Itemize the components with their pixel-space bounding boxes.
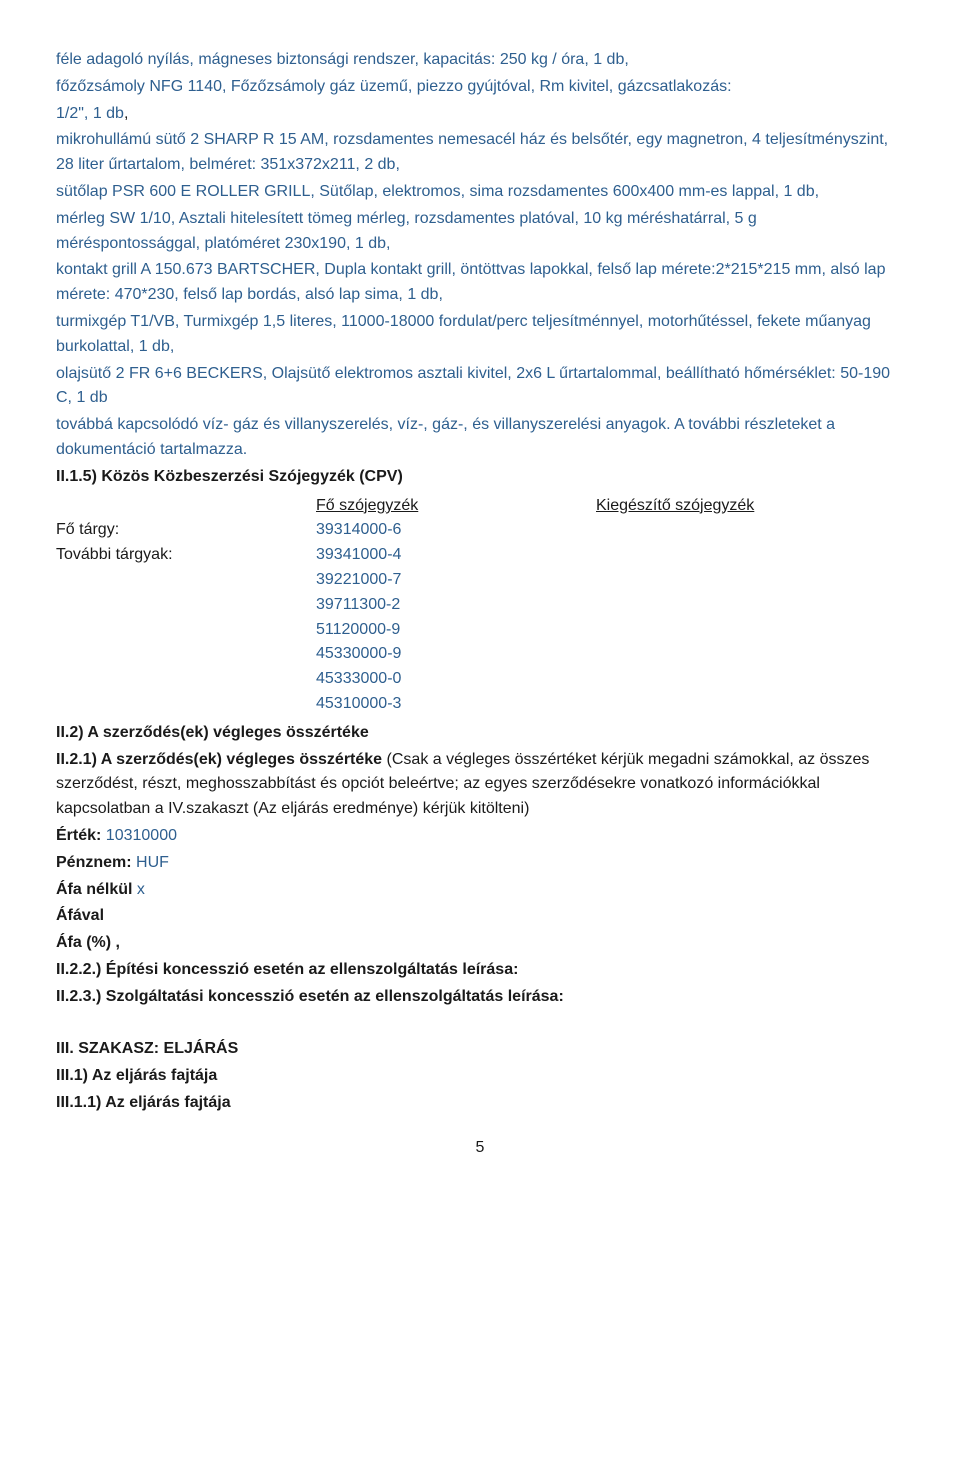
afa-nelkul-label: Áfa nélkül bbox=[56, 881, 137, 898]
section-heading-iii11: III.1.1) Az eljárás fajtája bbox=[56, 1091, 904, 1116]
cpv-header-main: Fő szójegyzék bbox=[316, 494, 596, 519]
afa-pct-row: Áfa (%) , bbox=[56, 931, 904, 956]
ii21-bold: II.2.1) A szerződés(ek) végleges összért… bbox=[56, 751, 387, 768]
cpv-code: 45330000-9 bbox=[316, 642, 596, 667]
cpv-label-other: További tárgyak: bbox=[56, 543, 316, 568]
currency-label: Pénznem: bbox=[56, 854, 136, 871]
section-heading-iii1: III.1) Az eljárás fajtája bbox=[56, 1064, 904, 1089]
afaval-row: Áfával bbox=[56, 904, 904, 929]
section-heading-cpv: II.1.5) Közös Közbeszerzési Szójegyzék (… bbox=[56, 465, 904, 490]
spec-line: olajsütő 2 FR 6+6 BECKERS, Olajsütő elek… bbox=[56, 362, 904, 412]
section-heading-ii21: II.2.1) A szerződés(ek) végleges összért… bbox=[56, 748, 904, 822]
spec-fragment: 1/2", 1 db bbox=[56, 105, 124, 122]
cpv-code: 39711300-2 bbox=[316, 593, 596, 618]
spec-line: főzőzsámoly NFG 1140, Főzőzsámoly gáz üz… bbox=[56, 75, 904, 100]
spec-line: kontakt grill A 150.673 BARTSCHER, Dupla… bbox=[56, 258, 904, 308]
spec-line: sütőlap PSR 600 E ROLLER GRILL, Sütőlap,… bbox=[56, 180, 904, 205]
value-row: Érték: 10310000 bbox=[56, 824, 904, 849]
afa-nelkul-row: Áfa nélkül x bbox=[56, 878, 904, 903]
cpv-code: 39341000-4 bbox=[316, 543, 596, 568]
section-heading-iii: III. SZAKASZ: ELJÁRÁS bbox=[56, 1037, 904, 1062]
spec-fragment: , bbox=[124, 105, 128, 122]
cpv-table: Fő szójegyzék Kiegészítő szójegyzék Fő t… bbox=[56, 494, 904, 717]
section-heading-ii22: II.2.2.) Építési koncesszió esetén az el… bbox=[56, 958, 904, 983]
currency-row: Pénznem: HUF bbox=[56, 851, 904, 876]
currency-value: HUF bbox=[136, 854, 169, 871]
cpv-code: 39314000-6 bbox=[316, 518, 596, 543]
spec-line: mérleg SW 1/10, Asztali hitelesített töm… bbox=[56, 207, 904, 257]
spec-line: 1/2", 1 db, bbox=[56, 102, 904, 127]
document-body: féle adagoló nyílás, mágneses biztonsági… bbox=[56, 48, 904, 1161]
section-heading-ii23: II.2.3.) Szolgáltatási koncesszió esetén… bbox=[56, 985, 904, 1010]
section-heading-ii2: II.2) A szerződés(ek) végleges összérték… bbox=[56, 721, 904, 746]
spec-line: mikrohullámú sütő 2 SHARP R 15 AM, rozsd… bbox=[56, 128, 904, 178]
cpv-code: 39221000-7 bbox=[316, 568, 596, 593]
spec-line: féle adagoló nyílás, mágneses biztonsági… bbox=[56, 48, 904, 73]
cpv-code: 45333000-0 bbox=[316, 667, 596, 692]
cpv-header-supp: Kiegészítő szójegyzék bbox=[596, 494, 904, 519]
spec-line: turmixgép T1/VB, Turmixgép 1,5 literes, … bbox=[56, 310, 904, 360]
cpv-label-main: Fő tárgy: bbox=[56, 518, 316, 543]
afa-nelkul-x: x bbox=[137, 881, 145, 898]
spec-line: továbbá kapcsolódó víz- gáz és villanysz… bbox=[56, 413, 904, 463]
value-amount: 10310000 bbox=[106, 827, 177, 844]
cpv-code: 51120000-9 bbox=[316, 618, 596, 643]
cpv-code: 45310000-3 bbox=[316, 692, 596, 717]
value-label: Érték: bbox=[56, 827, 106, 844]
page-number: 5 bbox=[56, 1136, 904, 1161]
